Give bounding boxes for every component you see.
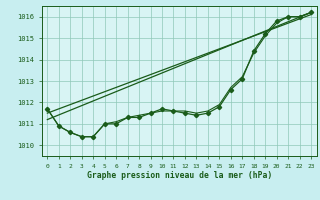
X-axis label: Graphe pression niveau de la mer (hPa): Graphe pression niveau de la mer (hPa) [87,171,272,180]
